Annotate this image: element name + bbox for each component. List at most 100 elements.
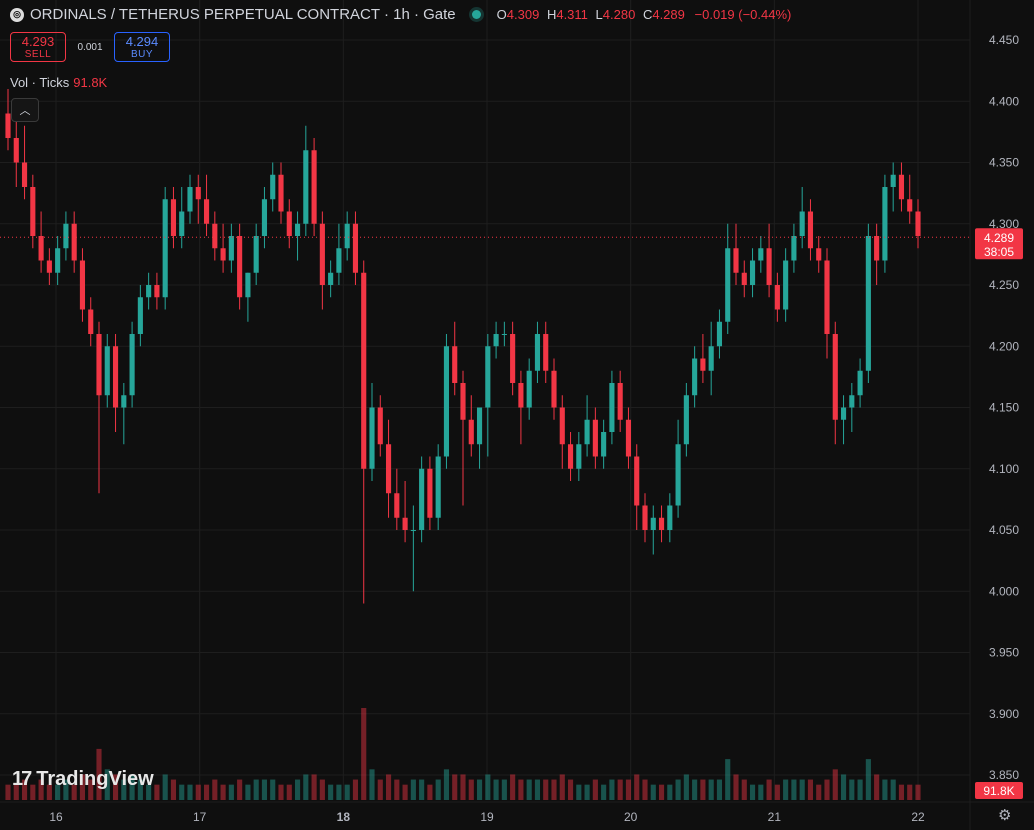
candle-body: [270, 174, 276, 200]
volume-bar: [642, 779, 648, 800]
volume-bar: [667, 784, 673, 800]
spread-value: 0.001: [77, 41, 103, 53]
candle-body: [88, 309, 94, 334]
candle-body: [203, 199, 210, 224]
volume-bar: [849, 779, 855, 800]
volume-bar: [485, 774, 491, 800]
candle-body: [137, 297, 143, 334]
candle-body: [286, 211, 292, 236]
volume-bar: [278, 784, 284, 800]
candle-body: [634, 456, 640, 506]
candle-body: [468, 419, 474, 445]
buy-button[interactable]: 4.294 BUY: [114, 32, 170, 62]
candle-body: [38, 236, 44, 261]
candle-body: [758, 248, 764, 261]
candle-body: [485, 346, 491, 408]
volume-bar: [634, 774, 640, 800]
candle-body: [410, 530, 416, 531]
volume-bar: [840, 774, 847, 800]
x-tick-label: 22: [911, 810, 925, 824]
volume-bar: [402, 784, 408, 800]
candle-body: [791, 236, 797, 261]
volume-bar: [882, 779, 888, 800]
open-value: 4.309: [506, 7, 540, 22]
volume-bar: [286, 784, 292, 800]
volume-bar: [832, 769, 838, 800]
candle-body: [741, 272, 747, 285]
x-tick-label: 21: [768, 810, 782, 824]
volume-bar: [700, 779, 706, 800]
volume-bar: [766, 779, 772, 800]
candle-body: [245, 272, 251, 298]
volume-bar: [675, 779, 681, 800]
volume-bar: [501, 779, 507, 800]
volume-bar: [336, 784, 342, 800]
candle-body: [427, 468, 433, 518]
candle-body: [667, 505, 673, 530]
candle-body: [774, 285, 780, 310]
volume-bar: [733, 774, 739, 800]
volume-bar: [824, 779, 830, 800]
candle-body: [543, 334, 549, 371]
volume-bar: [121, 779, 127, 800]
x-tick-label: 20: [624, 810, 638, 824]
tradingview-logo[interactable]: 17 TradingView: [12, 768, 154, 791]
candle-body: [319, 223, 325, 285]
candle-body: [394, 493, 400, 518]
last-price-label: 4.289: [984, 231, 1014, 245]
candle-body: [617, 383, 623, 420]
volume-bar: [650, 784, 656, 800]
collapse-legend-button[interactable]: ︿: [11, 98, 39, 122]
y-tick-label: 4.350: [989, 156, 1019, 170]
volume-bar: [865, 759, 871, 800]
volume-bar: [352, 779, 359, 800]
candle-body: [71, 223, 77, 261]
candle-body: [146, 285, 152, 298]
candle-body: [452, 346, 458, 383]
volume-bar: [584, 784, 590, 800]
volume-bar: [237, 779, 243, 800]
tradingview-mark-icon: 17: [12, 768, 32, 790]
candle-body: [650, 517, 656, 530]
volume-bar: [898, 784, 905, 800]
chart-title[interactable]: ORDINALS / TETHERUS PERPETUAL CONTRACT ·…: [30, 6, 456, 23]
candle-body: [361, 272, 367, 469]
candle-body: [179, 211, 185, 236]
candle-body: [336, 248, 342, 273]
candle-body: [534, 334, 541, 371]
candle-body: [658, 517, 665, 530]
low-value: 4.280: [602, 7, 636, 22]
volume-label: Vol · Ticks: [10, 75, 70, 90]
logo-text: TradingView: [36, 768, 154, 790]
volume-bar: [452, 774, 458, 800]
settings-gear-icon[interactable]: ⚙: [998, 807, 1012, 824]
candle-body: [344, 223, 350, 249]
buy-price: 4.294: [125, 33, 159, 49]
volume-bar: [890, 779, 896, 800]
x-tick-label: 19: [480, 810, 494, 824]
volume-bar: [749, 784, 756, 800]
candle-body: [882, 187, 888, 261]
sell-label: SELL: [24, 48, 52, 60]
volume-bar: [799, 779, 805, 800]
volume-bar: [510, 774, 516, 800]
sell-button[interactable]: 4.293 SELL: [10, 32, 66, 62]
candle-body: [129, 334, 135, 396]
trade-panel: 4.293 SELL 0.001 4.294 BUY: [10, 32, 170, 62]
candle-body: [592, 419, 598, 457]
high-value: 4.311: [556, 7, 588, 22]
candle-body: [840, 407, 847, 420]
volume-bar: [758, 784, 764, 800]
candle-body: [874, 236, 880, 261]
volume-bar: [71, 784, 77, 800]
candle-body: [675, 444, 681, 506]
candle-body: [559, 407, 565, 445]
candle-body: [518, 383, 524, 408]
volume-bar: [294, 779, 301, 800]
y-tick-label: 4.050: [989, 523, 1019, 537]
candle-body: [824, 260, 830, 334]
volume-bar: [716, 779, 723, 800]
volume-legend[interactable]: Vol · Ticks 91.8K: [10, 75, 107, 90]
volume-bar: [228, 784, 234, 800]
